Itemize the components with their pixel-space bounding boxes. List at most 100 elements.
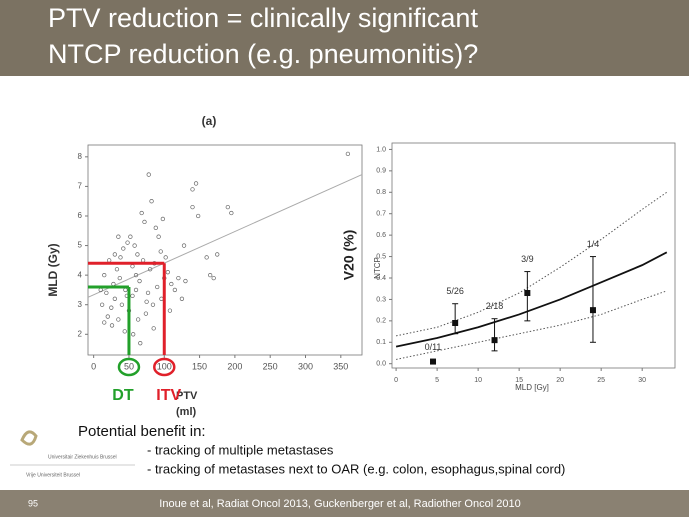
y-tick-label: 3: [78, 300, 83, 309]
x-tick-label: 0: [394, 377, 398, 384]
x-tick-label: 350: [333, 361, 348, 371]
marker-label: DT: [112, 387, 134, 404]
scatter-point: [165, 270, 170, 275]
ci-lower: [395, 290, 667, 360]
scatter-point: [190, 204, 195, 210]
y-axis-label: NTCP: [373, 257, 382, 279]
title-band: [0, 0, 689, 76]
citation: Inoue et al, Radiat Oncol 2013, Guckenbe…: [159, 498, 520, 510]
scatter-point: [149, 199, 154, 204]
scatter-point: [150, 302, 156, 307]
scatter-point: [114, 267, 120, 272]
logo-text: Vrije Universiteit Brussel: [26, 472, 80, 478]
scatter-point: [121, 246, 126, 251]
scatter-point: [196, 213, 201, 219]
data-point: [430, 358, 437, 365]
x-tick-label: 10: [474, 377, 482, 384]
scatter-point: [130, 264, 135, 269]
y-tick-label: 1.0: [376, 146, 386, 153]
x-axis-label: PTV: [176, 390, 198, 402]
benefit-heading: Potential benefit in:: [78, 423, 206, 440]
scatter-point: [155, 284, 160, 290]
footer-band: [0, 490, 689, 517]
scatter-point: [147, 267, 153, 272]
x-tick-label: 15: [515, 377, 523, 384]
point-label: 2/18: [486, 301, 504, 311]
y-tick-label: 0.1: [376, 339, 386, 346]
y-tick-label: 0.8: [376, 189, 386, 196]
bullet: - tracking of metastases next to OAR (e.…: [147, 461, 565, 476]
scatter-point: [137, 278, 142, 284]
plot-frame: [87, 144, 363, 356]
marker-circle: [153, 357, 176, 377]
x-tick-label: 100: [157, 361, 172, 371]
scatter-point: [215, 252, 220, 257]
scatter-point: [104, 290, 109, 296]
chart-title: (a): [202, 114, 217, 128]
scatter-point: [132, 243, 137, 248]
y-axis-label: MLD (Gy): [46, 243, 60, 296]
x-tick-label: 25: [597, 377, 605, 384]
scatter-point: [109, 323, 115, 328]
scatter-point: [169, 281, 174, 287]
scatter-point: [159, 296, 164, 301]
logo-text: Universitair Ziekenhuis Brussel: [48, 454, 117, 460]
y-tick-label: 7: [78, 182, 83, 191]
scatter-point: [116, 234, 121, 239]
scatter-point: [181, 243, 187, 248]
scatter-point: [204, 255, 209, 260]
y-tick-label: 8: [78, 152, 83, 161]
scatter-point: [128, 234, 133, 239]
scatter-point: [138, 341, 143, 346]
ci-upper: [395, 191, 668, 337]
data-point: [452, 320, 459, 326]
scatter-point: [225, 204, 230, 210]
scatter-point: [125, 240, 130, 245]
x-tick-label: 200: [227, 361, 242, 371]
y-tick-label: 0.3: [376, 296, 386, 303]
x-tick-label: 20: [556, 377, 564, 384]
x-tick-label: 150: [192, 361, 207, 371]
scatter-point: [183, 278, 188, 284]
scatter-point: [102, 320, 107, 325]
scatter-point: [190, 187, 195, 192]
scatter-point: [107, 258, 112, 263]
fit-line: [87, 174, 363, 298]
scatter-point: [193, 181, 199, 186]
logo: Universitair Ziekenhuis Brussel Vrije Un…: [10, 430, 135, 478]
x-axis-unit: (ml): [176, 406, 197, 418]
y-axis-overlay: V20 (%): [341, 230, 357, 281]
scatter-point: [130, 293, 135, 298]
scatter-point: [112, 252, 117, 257]
scatter-point: [151, 326, 156, 331]
scatter-point: [116, 317, 121, 322]
scatter-point: [131, 332, 136, 337]
scatter-point: [111, 281, 116, 287]
scatter-point: [117, 275, 122, 281]
scatter-point: [133, 287, 139, 293]
scatter-point: [229, 210, 234, 216]
scatter-point: [140, 258, 146, 263]
scatter-point: [146, 172, 151, 177]
scatter-point: [105, 314, 110, 319]
x-tick-label: 30: [638, 377, 646, 384]
scatter-point: [144, 299, 149, 304]
y-tick-label: 0.5: [376, 253, 386, 260]
scatter-point: [102, 272, 107, 278]
scatter-point: [172, 287, 178, 293]
point-label: 0/11: [425, 342, 442, 352]
point-label: 5/26: [446, 286, 464, 296]
y-tick-label: 0.0: [376, 361, 386, 368]
x-axis-label: MLD [Gy]: [515, 383, 549, 392]
x-tick-label: 50: [124, 361, 134, 371]
scatter-point: [167, 308, 173, 313]
y-tick-label: 2: [78, 329, 83, 338]
y-tick-label: 0.2: [376, 318, 386, 325]
slide-title: NTCP reduction (e.g. pneumonitis)?: [48, 39, 478, 69]
scatter-point: [133, 272, 139, 278]
scatter-point: [163, 255, 168, 260]
scatter-point: [99, 302, 105, 307]
x-tick-label: 250: [263, 361, 278, 371]
scatter-point: [123, 287, 128, 293]
